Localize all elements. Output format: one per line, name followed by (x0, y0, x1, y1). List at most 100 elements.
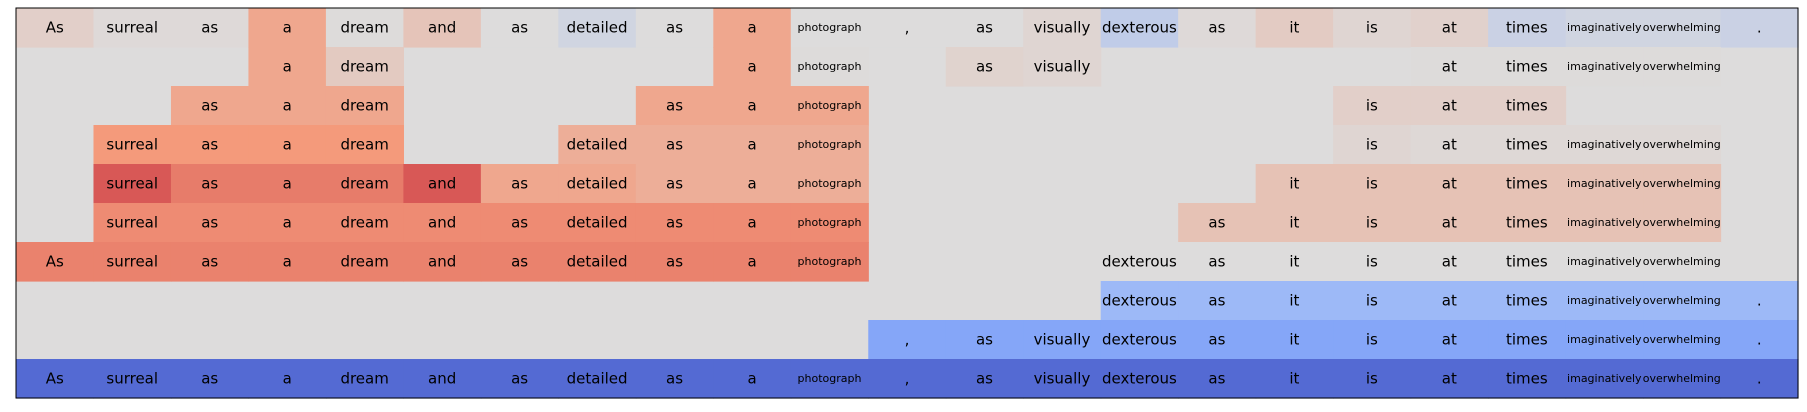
token-label: overwhelming (1643, 138, 1721, 151)
heatmap-cell (1333, 164, 1412, 204)
token-label: is (1366, 97, 1378, 115)
token-label: imaginatively (1567, 294, 1642, 307)
heatmap-cell (325, 242, 404, 282)
token-label: imaginatively (1567, 216, 1642, 229)
token-label: photograph (798, 177, 862, 190)
heatmap-cell (1565, 164, 1644, 204)
token-label: as (976, 58, 993, 76)
heatmap-cell (1565, 8, 1644, 48)
heatmap-cell (790, 125, 869, 165)
heatmap-cell (713, 359, 792, 399)
token-label: As (46, 19, 64, 37)
token-label: as (201, 19, 218, 37)
token-label: surreal (106, 214, 158, 232)
token-label: imaginatively (1567, 333, 1642, 346)
token-label: photograph (798, 372, 862, 385)
heatmap-cell (558, 359, 637, 399)
token-label: times (1506, 97, 1548, 115)
heatmap-cell (1100, 281, 1179, 321)
token-label: overwhelming (1643, 372, 1721, 385)
heatmap-cell (635, 359, 714, 399)
token-label: a (747, 136, 756, 154)
heatmap-cell (1255, 8, 1334, 48)
token-label: overwhelming (1643, 216, 1721, 229)
token-label: and (428, 370, 456, 388)
heatmap-cell (325, 86, 404, 126)
token-label: at (1442, 19, 1457, 37)
heatmap-cell (1488, 164, 1567, 204)
token-label: it (1289, 370, 1299, 388)
token-label: as (1208, 214, 1225, 232)
heatmap-cell (1410, 8, 1489, 48)
heatmap-cell (1178, 359, 1257, 399)
heatmap-cell (1488, 281, 1567, 321)
heatmap-cell (1100, 242, 1179, 282)
token-label: . (1757, 292, 1762, 310)
token-label: visually (1034, 331, 1091, 349)
token-label: is (1366, 19, 1378, 37)
token-label: and (428, 253, 456, 271)
heatmap-cell (248, 125, 327, 165)
token-label: photograph (798, 60, 862, 73)
heatmap-cell (1643, 242, 1722, 282)
heatmap-cell (403, 8, 482, 48)
heatmap-cell (1100, 320, 1179, 360)
token-label: imaginatively (1567, 177, 1642, 190)
heatmap-cell (790, 8, 869, 48)
token-label: dream (340, 58, 388, 76)
token-label: and (428, 175, 456, 193)
heatmap-cell (93, 203, 172, 243)
token-label: as (666, 253, 683, 271)
heatmap-cell (248, 86, 327, 126)
token-label: is (1366, 253, 1378, 271)
heatmap-cell (1410, 359, 1489, 399)
token-labels: As surreal as a dream and as detailed as a photogr… (46, 19, 1762, 388)
heatmap-cell (1023, 47, 1102, 87)
token-label: as (511, 19, 528, 37)
token-label: at (1442, 58, 1457, 76)
token-label: as (201, 214, 218, 232)
heatmap-cell (325, 47, 404, 87)
heatmap-cell (1488, 125, 1567, 165)
heatmap-cell (403, 164, 482, 204)
heatmap-cell (713, 242, 792, 282)
heatmap-cell (480, 203, 559, 243)
token-label: dexterous (1102, 331, 1177, 349)
heatmap-cell (635, 8, 714, 48)
token-label: it (1289, 331, 1299, 349)
token-label: a (747, 175, 756, 193)
heatmap-cell (1488, 86, 1567, 126)
heatmap-cell (480, 164, 559, 204)
heatmap-cell (1720, 359, 1799, 399)
heatmap-cell (170, 125, 250, 165)
token-label: as (1208, 19, 1225, 37)
heatmap-cell (1333, 125, 1412, 165)
token-label: as (666, 214, 683, 232)
token-label: at (1442, 175, 1457, 193)
heatmap-cell (790, 203, 869, 243)
token-label: overwhelming (1643, 177, 1721, 190)
token-label: overwhelming (1643, 333, 1721, 346)
heatmap-cell (713, 47, 792, 87)
token-label: imaginatively (1567, 21, 1642, 34)
heatmap-cell (558, 164, 637, 204)
token-label: , (905, 19, 910, 37)
heatmap-cell (1488, 320, 1567, 360)
token-label: imaginatively (1567, 60, 1642, 73)
heatmap-cell (1410, 125, 1489, 165)
token-label: it (1289, 292, 1299, 310)
heatmap-cell (868, 359, 947, 399)
token-label: as (1208, 370, 1225, 388)
heatmap-cell (1410, 203, 1489, 243)
heatmap-cell (1488, 203, 1567, 243)
heatmap-cell (403, 203, 482, 243)
token-label: times (1506, 214, 1548, 232)
heatmap-cell (790, 359, 869, 399)
heatmap-cell (635, 86, 714, 126)
token-label: detailed (567, 136, 628, 154)
heatmap-cell (1333, 359, 1412, 399)
heatmap-cell (480, 359, 559, 399)
token-label: dream (340, 214, 388, 232)
token-label: and (428, 19, 456, 37)
